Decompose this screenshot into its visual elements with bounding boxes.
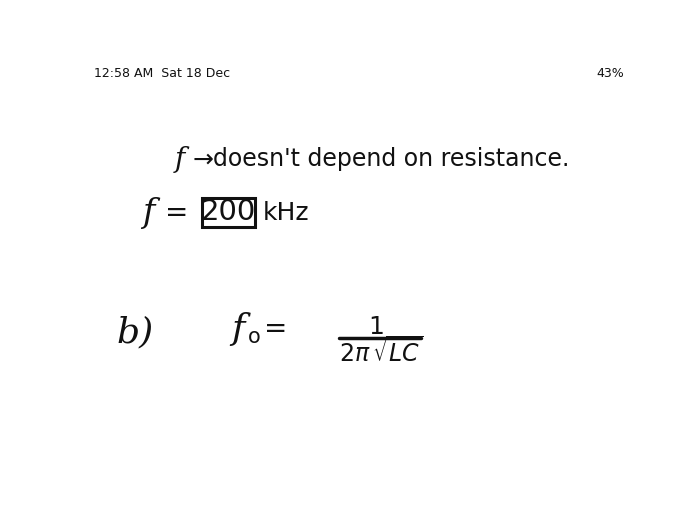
Text: =: = [264,316,288,343]
Text: 43%: 43% [596,67,624,80]
Text: b): b) [117,316,154,350]
Text: kHz: kHz [262,201,309,225]
Text: $2\pi\,\sqrt{LC}$: $2\pi\,\sqrt{LC}$ [340,337,424,367]
Text: 200: 200 [201,198,256,226]
Text: o: o [248,327,260,347]
Text: f: f [231,312,244,346]
Text: →: → [192,147,213,171]
Text: =: = [165,199,188,227]
Text: 1: 1 [368,315,384,339]
Bar [202,198,255,227]
Text: f: f [141,197,154,229]
Text: doesn't depend on resistance.: doesn't depend on resistance. [213,147,569,171]
Text: 12:58 AM  Sat 18 Dec: 12:58 AM Sat 18 Dec [94,67,230,80]
Text: f: f [174,146,185,173]
